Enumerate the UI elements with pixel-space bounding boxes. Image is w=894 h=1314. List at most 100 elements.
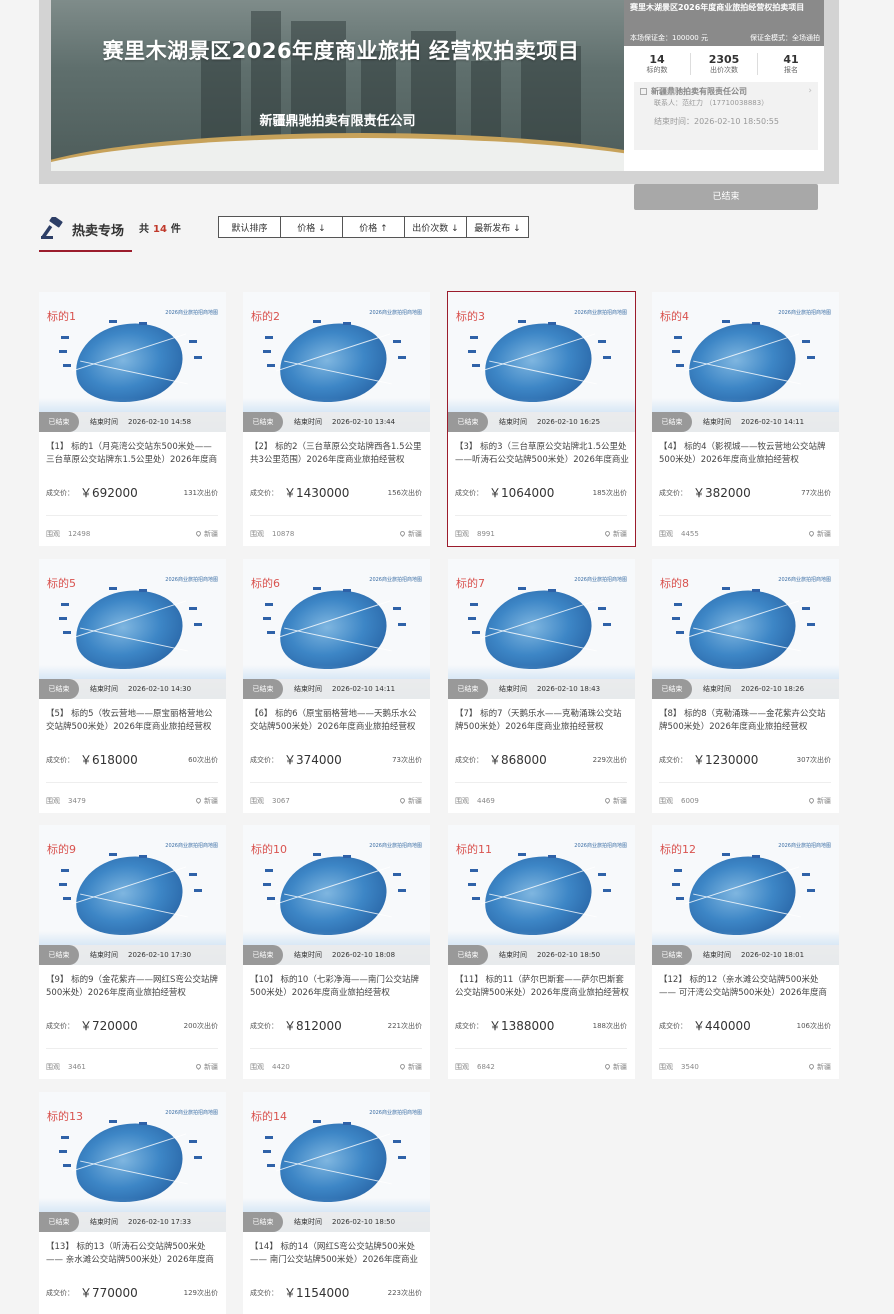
- location-pin-icon: [603, 796, 612, 805]
- auction-info-panel: 赛里木湖景区2026年度商业旅拍经营权拍卖项目 本场保证金：100000 元 保…: [624, 0, 824, 210]
- lot-image[interactable]: 标的10 2026商业旅拍招商地图 已结束 结束时间 2026-02-10 18:08: [243, 825, 430, 965]
- view-count: 围观 3461: [46, 1063, 86, 1071]
- price-label: 成交价：: [659, 489, 687, 497]
- end-time-label: 结束时间: [294, 1218, 322, 1226]
- price-label: 成交价：: [250, 756, 278, 764]
- lot-card[interactable]: 标的1 2026商业旅拍招商地图 已结束 结束时间 2026-02-10 14:58 【1…: [39, 292, 226, 546]
- lot-card[interactable]: 标的7 2026商业旅拍招商地图 已结束 结束时间 2026-02-10 18:43 【7…: [448, 559, 635, 813]
- lot-card[interactable]: 标的8 2026商业旅拍招商地图 已结束 结束时间 2026-02-10 18:26 【8…: [652, 559, 839, 813]
- bid-count: 229次出价: [592, 756, 627, 764]
- final-price: ￥1154000: [284, 1286, 350, 1300]
- lot-image-title: 2026商业旅拍招商地图: [165, 310, 218, 316]
- lot-card[interactable]: 标的13 2026商业旅拍招商地图 已结束 结束时间 2026-02-10 17:33 【…: [39, 1092, 226, 1314]
- lot-title[interactable]: 【14】 标的14（网红S弯公交站牌500米处—— 南门公交站牌500米处）20…: [250, 1242, 419, 1265]
- company-info[interactable]: 新疆鼎驰拍卖有限责任公司 联系人：范红力 （17710038883） 结束时间：…: [634, 82, 818, 150]
- end-time-value: 2026-02-10 14:11: [741, 418, 805, 426]
- sort-latest-button[interactable]: 最新发布 ↓: [466, 216, 529, 238]
- lot-card[interactable]: 标的3 2026商业旅拍招商地图 已结束 结束时间 2026-02-10 16:25 【3…: [447, 291, 636, 547]
- lot-image[interactable]: 标的14 2026商业旅拍招商地图 已结束 结束时间 2026-02-10 18:50: [243, 1092, 430, 1232]
- lot-card[interactable]: 标的12 2026商业旅拍招商地图 已结束 结束时间 2026-02-10 18:01 【…: [652, 825, 839, 1079]
- lot-image[interactable]: 标的13 2026商业旅拍招商地图 已结束 结束时间 2026-02-10 17:33: [39, 1092, 226, 1232]
- lot-image-label: 标的10: [251, 843, 287, 856]
- auction-stats: 14 标的数 2305 出价次数 41 报名: [624, 46, 824, 79]
- end-time-label: 结束时间: [703, 685, 731, 693]
- view-count: 围观 8991: [455, 530, 495, 538]
- lot-card[interactable]: 标的14 2026商业旅拍招商地图 已结束 结束时间 2026-02-10 18:50 【…: [243, 1092, 430, 1314]
- price-row: 成交价： ￥692000 131次出价: [46, 483, 218, 503]
- status-badge: 已结束: [243, 679, 283, 699]
- lot-image[interactable]: 标的11 2026商业旅拍招商地图 已结束 结束时间 2026-02-10 18:50: [448, 825, 635, 965]
- lot-status-bar: 已结束 结束时间 2026-02-10 18:50: [243, 1212, 430, 1232]
- price-row: 成交价： ￥618000 60次出价: [46, 750, 218, 770]
- lot-status-bar: 已结束 结束时间 2026-02-10 13:44: [243, 412, 430, 432]
- lot-card[interactable]: 标的2 2026商业旅拍招商地图 已结束 结束时间 2026-02-10 13:44 【2…: [243, 292, 430, 546]
- lot-title[interactable]: 【12】 标的12（亲水滩公交站牌500米处—— 可汗湾公交站牌500米处）20…: [659, 975, 828, 998]
- lot-image[interactable]: 标的12 2026商业旅拍招商地图 已结束 结束时间 2026-02-10 18:01: [652, 825, 839, 965]
- final-price: ￥382000: [693, 486, 751, 500]
- lot-title[interactable]: 【1】 标的1（月亮湾公交站东500米处——三台草原公交站牌东1.5公里处）20…: [46, 442, 218, 465]
- lot-title[interactable]: 【3】 标的3（三台草原公交站牌北1.5公里处——听涛石公交站牌500米处）20…: [455, 442, 629, 465]
- price-row: 成交价： ￥1064000 185次出价: [455, 483, 627, 503]
- lot-image-title: 2026商业旅拍招商地图: [369, 577, 422, 583]
- bid-count: 200次出价: [183, 1022, 218, 1030]
- hot-section-tab[interactable]: 热卖专场: [39, 213, 132, 252]
- lot-card[interactable]: 标的9 2026商业旅拍招商地图 已结束 结束时间 2026-02-10 17:30 【9…: [39, 825, 226, 1079]
- price-row: 成交价： ￥1388000 188次出价: [455, 1016, 627, 1036]
- lot-image[interactable]: 标的7 2026商业旅拍招商地图 已结束 结束时间 2026-02-10 18:43: [448, 559, 635, 699]
- price-row: 成交价： ￥440000 106次出价: [659, 1016, 831, 1036]
- status-badge: 已结束: [243, 412, 283, 432]
- lot-title[interactable]: 【10】 标的10（七彩净海——南门公交站牌500米处）2026年度商业旅拍经营…: [250, 975, 419, 998]
- sort-price-desc-button[interactable]: 价格 ↓: [280, 216, 343, 238]
- lot-title[interactable]: 【7】 标的7（天鹅乐水——克勒涌珠公交站牌500米处）2026年度商业旅拍经营…: [455, 709, 622, 732]
- lot-title[interactable]: 【13】 标的13（听涛石公交站牌500米处—— 亲水滩公交站牌500米处）20…: [46, 1242, 215, 1265]
- lot-image[interactable]: 标的3 2026商业旅拍招商地图 已结束 结束时间 2026-02-10 16:25: [448, 292, 635, 432]
- divider: [250, 782, 422, 783]
- status-badge: 已结束: [39, 1212, 79, 1232]
- ended-button[interactable]: 已结束: [634, 184, 818, 210]
- lot-image[interactable]: 标的9 2026商业旅拍招商地图 已结束 结束时间 2026-02-10 17:30: [39, 825, 226, 965]
- location-pin-icon: [194, 1062, 203, 1071]
- location: 新疆: [603, 529, 627, 539]
- bid-count: 307次出价: [796, 756, 831, 764]
- lot-card[interactable]: 标的11 2026商业旅拍招商地图 已结束 结束时间 2026-02-10 18:50 【…: [448, 825, 635, 1079]
- sort-default-button[interactable]: 默认排序: [218, 216, 281, 238]
- lot-image-title: 2026商业旅拍招商地图: [778, 843, 831, 849]
- location-pin-icon: [807, 1062, 816, 1071]
- end-time-label: 结束时间: [294, 685, 322, 693]
- location: 新疆: [603, 1062, 627, 1072]
- deposit-amount: 本场保证金：100000 元: [630, 34, 708, 42]
- lot-card[interactable]: 标的5 2026商业旅拍招商地图 已结束 结束时间 2026-02-10 14:30 【5…: [39, 559, 226, 813]
- location-pin-icon: [194, 529, 203, 538]
- lot-card[interactable]: 标的10 2026商业旅拍招商地图 已结束 结束时间 2026-02-10 18:08 【…: [243, 825, 430, 1079]
- lot-image[interactable]: 标的8 2026商业旅拍招商地图 已结束 结束时间 2026-02-10 18:26: [652, 559, 839, 699]
- location-pin-icon: [807, 529, 816, 538]
- lot-image[interactable]: 标的2 2026商业旅拍招商地图 已结束 结束时间 2026-02-10 13:44: [243, 292, 430, 432]
- lot-title[interactable]: 【5】 标的5（牧云营地——原宝丽格营地公交站牌500米处）2026年度商业旅拍…: [46, 709, 213, 732]
- lot-image[interactable]: 标的4 2026商业旅拍招商地图 已结束 结束时间 2026-02-10 14:11: [652, 292, 839, 432]
- lot-title[interactable]: 【4】 标的4（影视城——牧云营地公交站牌500米处）2026年度商业旅拍经营权: [659, 442, 826, 465]
- lot-title[interactable]: 【6】 标的6（原宝丽格营地——天鹅乐水公交站牌500米处）2026年度商业旅拍…: [250, 709, 417, 732]
- sort-bids-button[interactable]: 出价次数 ↓: [404, 216, 467, 238]
- lot-image-label: 标的1: [47, 310, 76, 323]
- company-name: 新疆鼎驰拍卖有限责任公司: [651, 87, 747, 96]
- divider: [659, 1048, 831, 1049]
- lot-title[interactable]: 【8】 标的8（克勒涌珠——金花紫卉公交站牌500米处）2026年度商业旅拍经营…: [659, 709, 826, 732]
- deposit-mode: 保证金模式：全场通拍: [750, 34, 820, 42]
- lot-image[interactable]: 标的6 2026商业旅拍招商地图 已结束 结束时间 2026-02-10 14:11: [243, 559, 430, 699]
- lot-title[interactable]: 【2】 标的2（三台草原公交站牌西各1.5公里共3公里范围）2026年度商业旅拍…: [250, 442, 422, 465]
- lot-title[interactable]: 【11】 标的11（萨尔巴斯套——萨尔巴斯套公交站牌500米处）2026年度商业…: [455, 975, 629, 998]
- location-pin-icon: [807, 796, 816, 805]
- end-time-label: 结束时间: [499, 418, 527, 426]
- lot-card[interactable]: 标的6 2026商业旅拍招商地图 已结束 结束时间 2026-02-10 14:11 【6…: [243, 559, 430, 813]
- lot-card[interactable]: 标的4 2026商业旅拍招商地图 已结束 结束时间 2026-02-10 14:11 【4…: [652, 292, 839, 546]
- lot-title[interactable]: 【9】 标的9（金花紫卉——网红S弯公交站牌500米处）2026年度商业旅拍经营…: [46, 975, 218, 998]
- end-time-label: 结束时间: [294, 418, 322, 426]
- lot-image[interactable]: 标的5 2026商业旅拍招商地图 已结束 结束时间 2026-02-10 14:30: [39, 559, 226, 699]
- divider: [46, 782, 218, 783]
- divider: [250, 515, 422, 516]
- lot-image-label: 标的11: [456, 843, 492, 856]
- sort-price-asc-button[interactable]: 价格 ↑: [342, 216, 405, 238]
- price-row: 成交价： ￥1230000 307次出价: [659, 750, 831, 770]
- lot-image-label: 标的13: [47, 1110, 83, 1123]
- lot-image[interactable]: 标的1 2026商业旅拍招商地图 已结束 结束时间 2026-02-10 14:58: [39, 292, 226, 432]
